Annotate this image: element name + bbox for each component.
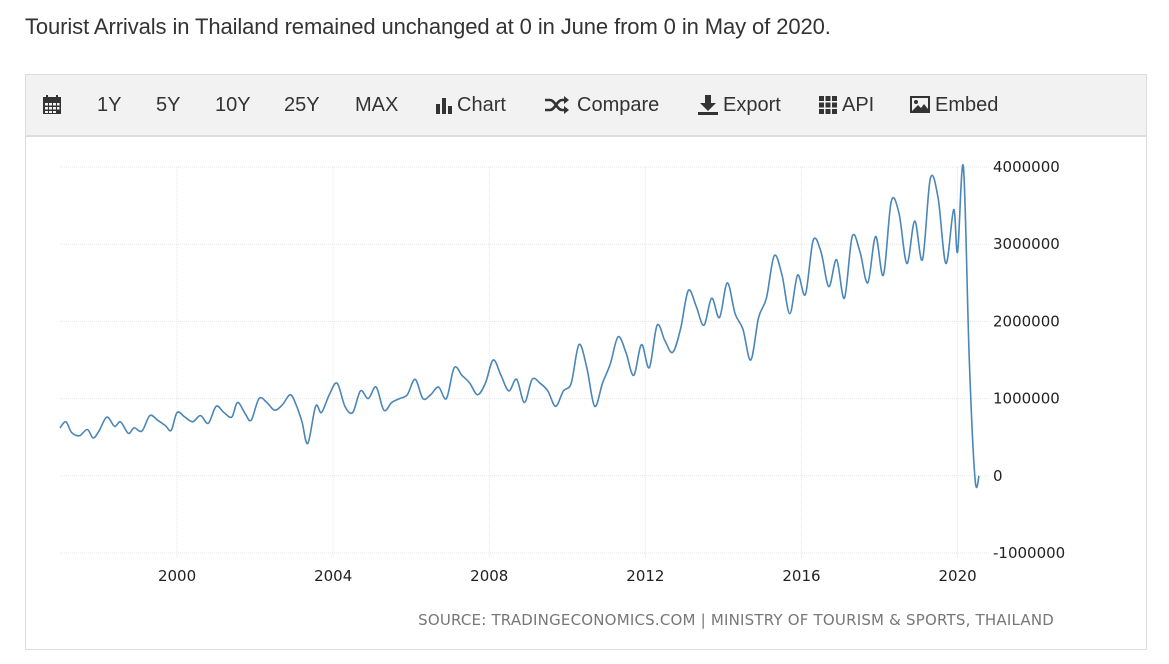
x-axis-ticks: 2000 2004 2008 2012 2016 2020 — [158, 567, 977, 585]
range-max-button[interactable]: MAX — [355, 94, 399, 116]
chart-type-button[interactable]: Chart — [435, 75, 506, 135]
x-tick-label: 2020 — [938, 567, 976, 585]
image-icon — [910, 96, 930, 113]
export-label: Export — [723, 94, 781, 116]
y-tick-label: 0 — [993, 467, 1003, 485]
y-tick-label: 3000000 — [993, 235, 1060, 253]
x-tick-label: 2000 — [158, 567, 196, 585]
range-25y-button[interactable]: 25Y — [284, 94, 320, 116]
api-button[interactable]: API — [818, 75, 874, 135]
range-10y-button[interactable]: 10Y — [215, 94, 251, 116]
grid-icon — [819, 96, 837, 114]
line-chart: 4000000 3000000 2000000 1000000 0 -1000000 20… — [59, 158, 1065, 585]
embed-label: Embed — [935, 94, 999, 116]
calendar-button[interactable] — [42, 75, 62, 135]
compare-label: Compare — [577, 94, 660, 116]
chart-toolbar: 1Y 5Y 10Y 25Y MAX Chart Compare — [26, 75, 1146, 137]
x-tick-label: 2004 — [314, 567, 352, 585]
range-1y-button[interactable]: 1Y — [97, 94, 122, 116]
series-line-tourist-arrivals — [59, 163, 980, 489]
calendar-icon — [43, 95, 61, 114]
y-tick-label: -1000000 — [993, 544, 1065, 562]
y-tick-label: 4000000 — [993, 158, 1060, 176]
chart-grid — [60, 166, 989, 559]
y-tick-label: 1000000 — [993, 390, 1060, 408]
bar-chart-icon — [436, 98, 452, 114]
y-axis-ticks: 4000000 3000000 2000000 1000000 0 -1000000 — [993, 158, 1065, 562]
api-label: API — [842, 94, 875, 116]
compare-button[interactable]: Compare — [544, 75, 659, 135]
range-5y-button[interactable]: 5Y — [156, 94, 181, 116]
x-tick-label: 2016 — [782, 567, 820, 585]
download-icon — [698, 95, 718, 115]
source-attribution: SOURCE: TRADINGECONOMICS.COM | MINISTRY … — [418, 611, 1054, 629]
export-button[interactable]: Export — [697, 75, 781, 135]
shuffle-icon — [545, 96, 569, 114]
x-tick-label: 2012 — [626, 567, 664, 585]
x-tick-label: 2008 — [470, 567, 508, 585]
y-tick-label: 2000000 — [993, 312, 1060, 330]
chart-widget: 1Y 5Y 10Y 25Y MAX Chart Compare — [25, 74, 1147, 650]
chart-type-label: Chart — [457, 94, 506, 116]
embed-button[interactable]: Embed — [909, 75, 998, 135]
headline: Tourist Arrivals in Thailand remained un… — [25, 14, 831, 39]
